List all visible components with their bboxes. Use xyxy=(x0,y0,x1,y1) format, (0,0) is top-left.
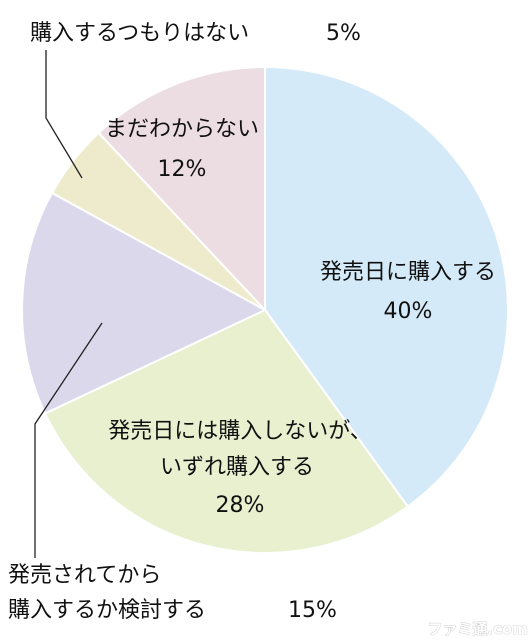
slice-label-eventually-line2: いずれ購入する xyxy=(160,455,314,480)
slice-label-release-day: 発売日に購入する xyxy=(320,260,496,285)
slice-label-consider-line2: 購入するか検討する xyxy=(8,598,206,623)
leader-line-consider xyxy=(34,322,103,558)
slice-pct-consider: 15% xyxy=(288,598,337,623)
slice-label-eventually-line1: 発売日には購入しないが、 xyxy=(108,419,372,444)
pie-slice-consider xyxy=(21,191,268,415)
slice-pct-undecided: 12% xyxy=(158,157,207,182)
slice-pct-eventually: 28% xyxy=(216,493,265,518)
pie-slice-release-day xyxy=(264,65,509,508)
leader-line-no-purchase xyxy=(45,50,83,179)
slice-pct-release-day: 40% xyxy=(384,299,433,324)
slice-pct-no-purchase: 5% xyxy=(326,21,361,46)
slice-label-undecided: まだわからない xyxy=(105,117,259,142)
slice-label-no-purchase: 購入するつもりはない xyxy=(30,21,249,46)
pie-slice-undecided xyxy=(97,65,266,313)
leader-lines xyxy=(34,50,103,558)
slice-label-consider-line1: 発売されてから xyxy=(8,563,161,588)
famitsu-watermark: ファミ通.com xyxy=(427,620,528,638)
pie-slices xyxy=(21,65,509,554)
pie-slice-eventually xyxy=(43,308,410,554)
